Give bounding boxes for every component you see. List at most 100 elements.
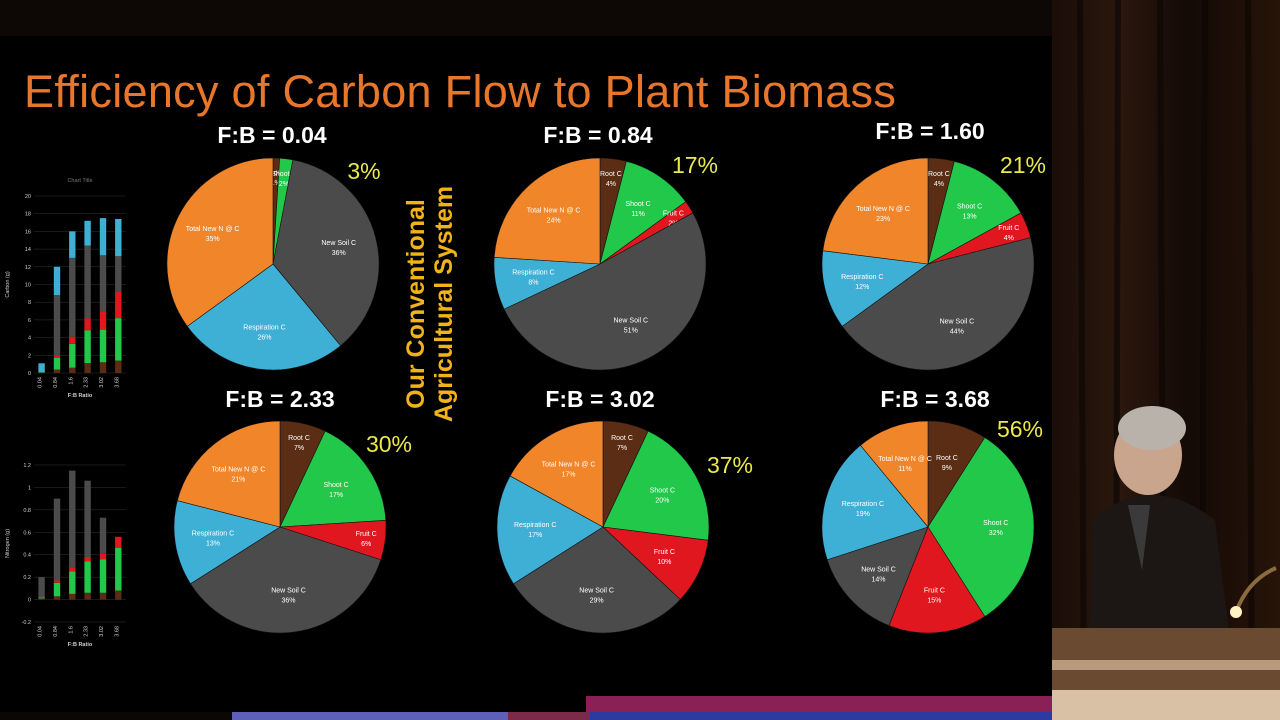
x-tick-label: 1.6 [68, 377, 74, 385]
pie-slice-label: Shoot C [323, 482, 348, 489]
pie-slice-label: Fruit C [654, 549, 675, 556]
bar-segment-soil [99, 255, 107, 312]
pie-slice-label: Respiration C [841, 274, 883, 281]
bar-segment-fruit [69, 567, 76, 572]
pie-slice-label: Root C [600, 171, 622, 178]
y-tick-label: 14 [25, 247, 31, 253]
fb-label-1: F:B = 0.04 [217, 122, 327, 148]
bar-segment-fruit [84, 557, 91, 562]
bar-segment-fruit [115, 291, 122, 319]
pie-slice-percent: 11% [631, 211, 645, 218]
pie-slice-label: Total New N @ C [878, 456, 932, 463]
bar-segment-soil [69, 258, 76, 337]
y-tick-label: 10 [25, 283, 31, 289]
pie-slice-label: Total New N @ C [527, 208, 581, 215]
pie-slice-shoot [279, 430, 387, 528]
y-tick-label: -0.2 [22, 620, 31, 626]
bar-segment-resp [69, 231, 76, 258]
system-label: Our Conventional Agricultural System [402, 149, 458, 459]
pie-slice-label: Total New N @ C [542, 462, 596, 469]
y-tick-label: 6 [28, 318, 31, 324]
pie-slice-label: Shoot C [650, 487, 675, 494]
pie-slice-soil [503, 212, 707, 371]
fb-label-6: F:B = 3.68 [880, 386, 990, 412]
pie-slice-percent: 24% [547, 218, 561, 225]
pie-slice-label: Respiration C [243, 324, 285, 331]
x-tick-label: 3.68 [114, 626, 120, 637]
pie-slice-percent: 13% [963, 213, 977, 220]
presentation-slide: Efficiency of Carbon Flow to Plant Bioma… [0, 36, 1052, 712]
pie-slice-resp [821, 250, 929, 327]
pie-slice-shoot [927, 437, 1035, 617]
bar-segment-shoot [69, 571, 76, 594]
bar-segment-fruit [69, 336, 76, 344]
pie-slice-percent: 51% [624, 327, 638, 334]
pie-slice-percent: 6% [361, 541, 371, 548]
bar-segment-shoot [99, 329, 107, 363]
bar-segment-shoot [69, 343, 76, 368]
pie-slice-percent: 2% [279, 181, 289, 188]
pie-chart-fb-0-04: Root C 1% Shoot C 2% New Soil C 36% Respiratio… [166, 157, 380, 371]
y-tick-label: 8 [28, 300, 31, 306]
x-tick-label: 0.04 [38, 626, 44, 637]
bar-segment-soil [69, 470, 76, 567]
bar-segment-root [53, 369, 61, 373]
x-axis-label: F:B Ratio [68, 642, 93, 648]
y-tick-label: 12 [25, 265, 31, 271]
bar-segment-resp [38, 363, 45, 373]
pie-slice-label: Respiration C [512, 270, 554, 277]
pie-slice-label: Fruit C [663, 210, 684, 217]
pie-slice-label: New Soil C [579, 588, 614, 595]
pie-slice-label: Respiration C [192, 531, 234, 538]
pie-slice-label: New Soil C [613, 317, 648, 324]
pie-slice-total [509, 420, 604, 528]
pie-slice-label: Root C [611, 435, 633, 442]
pie-slice-soil [272, 159, 380, 347]
y-tick-label: 0.6 [23, 530, 31, 536]
bar-segment-resp [99, 218, 107, 256]
bar-segment-root [38, 598, 45, 600]
pie-slice-label: Respiration C [514, 522, 556, 529]
x-tick-label: 0.04 [38, 377, 44, 388]
pie-slice-percent: 44% [950, 328, 964, 335]
podium [1052, 628, 1280, 720]
y-tick-label: 0 [28, 598, 31, 604]
x-tick-label: 3.68 [114, 377, 120, 388]
screen-edge-bar [232, 712, 512, 720]
bar-segment-fruit [99, 311, 107, 330]
bar-segment-shoot [53, 582, 61, 597]
pie-slice-resp [821, 444, 929, 561]
pie-slice-label: Total New N @ C [856, 206, 910, 213]
bar-segment-fruit [84, 318, 91, 331]
pie-chart-fb-3-02: Root C 7% Shoot C 20% Fruit C 10% New Soil C 29… [496, 420, 710, 634]
bar-segment-resp [53, 266, 61, 296]
bar-segment-root [99, 362, 107, 373]
y-tick-label: 0.4 [23, 553, 31, 559]
carbon-bar-chart: 0 2 4 6 8 10 12 14 16 18 20 0.04 0.84 1.6 2.33 3.02 3.68… [5, 178, 126, 399]
y-tick-label: 0.8 [23, 508, 31, 514]
bar-segment-shoot [84, 330, 91, 364]
bar-segment-fruit [99, 553, 107, 560]
bar-segment-root [38, 372, 45, 374]
system-label-line-2: Agricultural System [430, 185, 458, 423]
y-tick-label: 0.2 [23, 575, 31, 581]
pie-slice-total [493, 157, 601, 265]
bar-segment-soil [99, 517, 107, 554]
pie-slice-label: Shoot C [625, 201, 650, 208]
pie-slice-percent: 29% [590, 598, 604, 605]
pie-slice-label: Shoot C [983, 520, 1008, 527]
pie-slice-shoot [927, 160, 1022, 265]
pie-slice-percent: 14% [871, 576, 885, 583]
pie-slice-label: Respiration C [842, 501, 884, 508]
y-tick-label: 16 [25, 229, 31, 235]
pie-slice-percent: 17% [329, 492, 343, 499]
pie-slice-total [176, 420, 281, 528]
pie-slice-resp [496, 475, 604, 585]
bar-segment-root [84, 592, 91, 600]
pie-slice-resp [173, 500, 281, 585]
pie-slice-percent: 7% [617, 445, 627, 452]
pie-slice-percent: 26% [257, 334, 271, 341]
efficiency-label-1: 3% [347, 158, 381, 184]
pie-slice-label: Root C [265, 170, 287, 177]
